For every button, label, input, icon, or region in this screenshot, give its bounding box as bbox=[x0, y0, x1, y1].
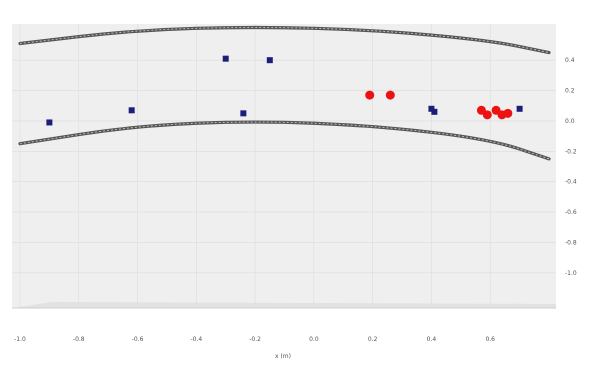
x-tick-label: 0.4 bbox=[427, 336, 437, 343]
x-tick-label: 0.2 bbox=[368, 336, 378, 343]
y-tick-label: -0.6 bbox=[565, 209, 577, 216]
y-tick-label: 0.2 bbox=[565, 88, 575, 95]
y-tick-label: 0.0 bbox=[565, 118, 575, 125]
data-point-square bbox=[428, 105, 435, 112]
data-point-square bbox=[240, 110, 247, 117]
data-point-square bbox=[431, 108, 438, 115]
band-curve-highlight-1 bbox=[19, 27, 550, 54]
x-tick-label: -0.6 bbox=[132, 336, 144, 343]
x-tick-labels: -1.0 -0.8 -0.6 -0.4 -0.2 0.0 0.2 0.4 0.6 bbox=[14, 336, 495, 343]
band-curves bbox=[18, 25, 551, 161]
x-tick-label: 0.6 bbox=[485, 336, 495, 343]
grid-lines bbox=[12, 24, 556, 308]
data-point-circle bbox=[482, 110, 492, 120]
x-tick-label: -0.8 bbox=[73, 336, 85, 343]
data-point-square bbox=[516, 105, 523, 112]
band-curve-highlight-2 bbox=[19, 121, 550, 160]
x-tick-label: -1.0 bbox=[14, 336, 26, 343]
plot-background bbox=[12, 24, 556, 308]
y-tick-label: -0.4 bbox=[565, 179, 577, 186]
x-tick-label: -0.2 bbox=[249, 336, 261, 343]
data-point-circle bbox=[385, 90, 395, 100]
data-point-square bbox=[266, 57, 273, 64]
y-tick-label: -0.8 bbox=[565, 239, 577, 246]
y-tick-label: 0.4 bbox=[565, 57, 575, 64]
data-point-circle bbox=[365, 90, 375, 100]
data-point-square bbox=[222, 55, 229, 62]
data-point-square bbox=[46, 119, 53, 126]
y-tick-labels: 0.4 0.2 0.0 -0.2 -0.4 -0.6 -0.8 -1.0 bbox=[565, 57, 577, 277]
data-points bbox=[46, 55, 523, 126]
plot-panel bbox=[12, 24, 556, 309]
y-tick-label: -0.2 bbox=[565, 148, 577, 155]
plot-floor bbox=[12, 302, 556, 308]
y-tick-label: -1.0 bbox=[565, 270, 577, 277]
x-tick-label: 0.0 bbox=[309, 336, 319, 343]
x-axis-label: x (m) bbox=[275, 353, 291, 360]
x-tick-label: -0.4 bbox=[190, 336, 202, 343]
data-point-circle bbox=[503, 108, 513, 118]
data-point-square bbox=[128, 107, 135, 114]
